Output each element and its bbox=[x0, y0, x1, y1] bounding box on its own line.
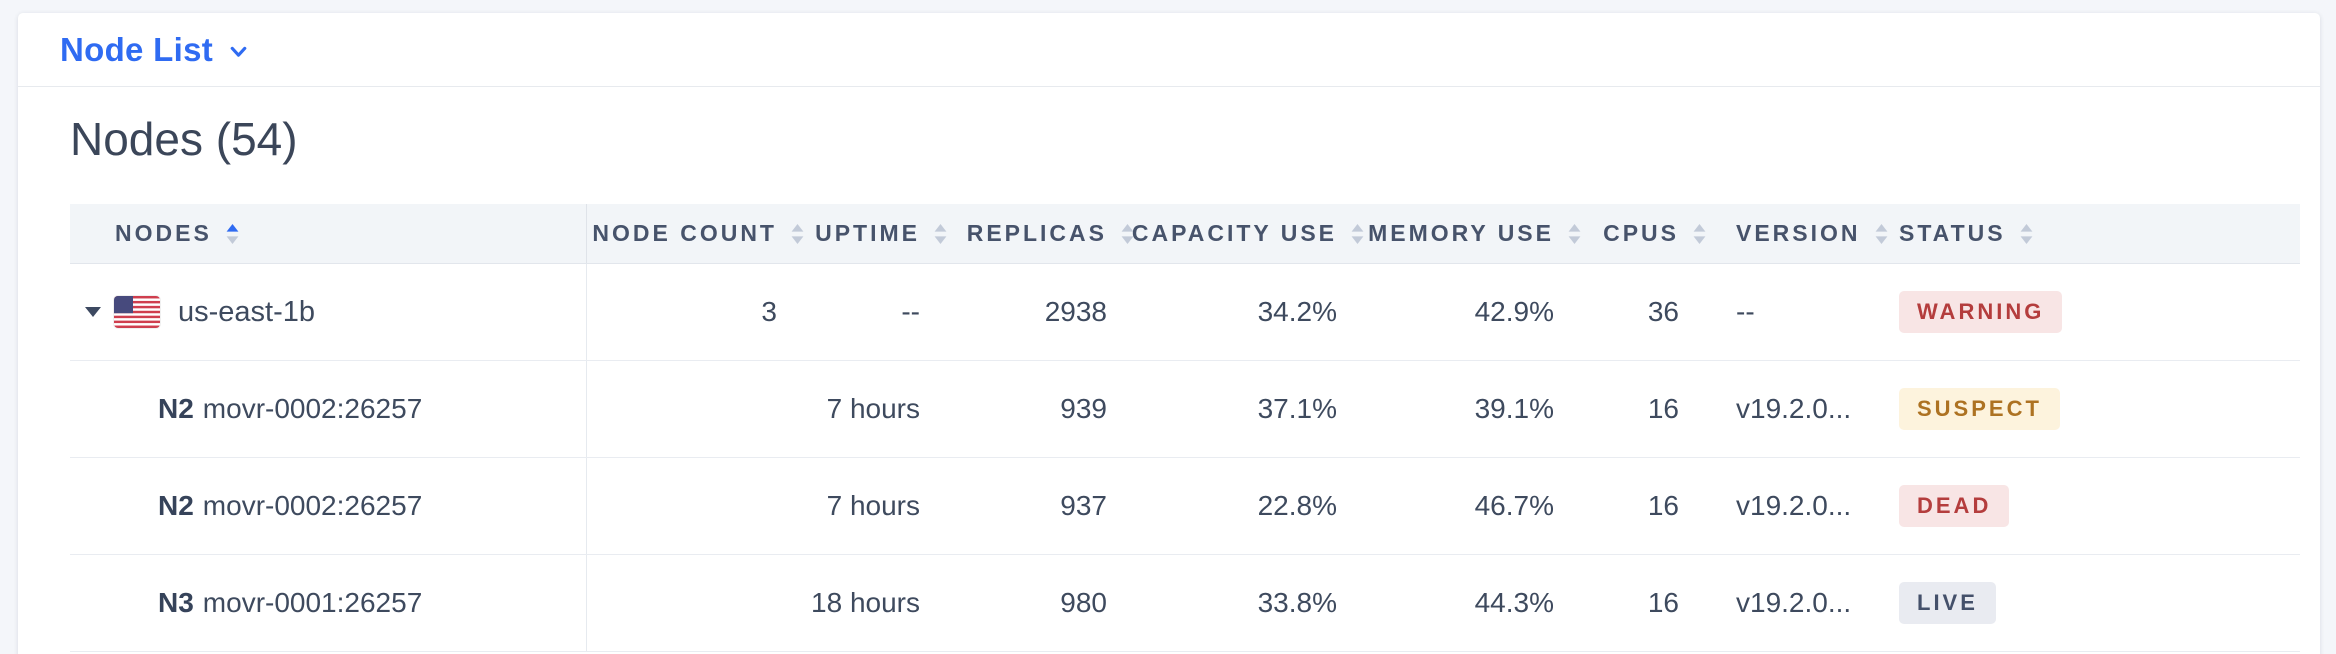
column-header-label: MEMORY USE bbox=[1368, 220, 1554, 246]
cell-version: v19.2.0... bbox=[1736, 393, 1852, 424]
column-header-replicas[interactable]: REPLICAS bbox=[958, 204, 1145, 263]
column-header-label: VERSION bbox=[1736, 220, 1861, 246]
node-id: N3 bbox=[158, 587, 194, 618]
table-row-node[interactable]: N2 movr-0002:26257 7 hours 937 22.8% 46.7% 1… bbox=[70, 458, 2300, 555]
view-selector-bar: Node List bbox=[18, 13, 2320, 87]
cell-region-name: us-east-1b bbox=[70, 264, 587, 360]
sort-icon bbox=[2020, 223, 2033, 244]
cell-uptime: 7 hours bbox=[826, 393, 920, 424]
sort-icon bbox=[791, 223, 804, 244]
us-flag-icon bbox=[114, 296, 160, 328]
cell-node-count bbox=[587, 361, 815, 457]
nodes-table: NODES NODE COUNT UPTIME REPLICAS bbox=[70, 204, 2300, 652]
nodes-section: Nodes (54) NODES NODE COUNT UPTIME bbox=[18, 113, 2320, 652]
cell-capacity-use: 22.8% bbox=[1257, 490, 1337, 521]
column-header-label: REPLICAS bbox=[966, 220, 1107, 246]
column-header-status[interactable]: STATUS bbox=[1880, 204, 2300, 263]
node-id: N2 bbox=[158, 490, 194, 521]
cell-status: DEAD bbox=[1880, 458, 2300, 554]
sort-icon bbox=[1568, 223, 1581, 244]
column-header-label: NODES bbox=[115, 220, 212, 246]
cell-memory-use: 44.3% bbox=[1474, 587, 1554, 618]
status-badge: LIVE bbox=[1899, 582, 1996, 624]
cell-node-count bbox=[587, 458, 815, 554]
node-address: movr-0001:26257 bbox=[202, 587, 423, 618]
cell-memory-use: 46.7% bbox=[1474, 490, 1554, 521]
cell-version: v19.2.0... bbox=[1736, 490, 1852, 521]
column-header-capacity-use[interactable]: CAPACITY USE bbox=[1132, 204, 1375, 263]
status-badge: SUSPECT bbox=[1899, 388, 2060, 430]
cell-cpus: 16 bbox=[1647, 490, 1679, 521]
column-header-version[interactable]: VERSION bbox=[1717, 204, 1887, 263]
table-row-node[interactable]: N2 movr-0002:26257 7 hours 939 37.1% 39.1% 1… bbox=[70, 361, 2300, 458]
node-name-link[interactable]: N2 movr-0002:26257 bbox=[158, 393, 422, 425]
cell-node-count: 3 bbox=[761, 296, 777, 327]
cell-replicas: 939 bbox=[1060, 393, 1107, 424]
column-header-label: NODE COUNT bbox=[592, 220, 777, 246]
cell-node-name: N2 movr-0002:26257 bbox=[70, 458, 587, 554]
column-header-uptime[interactable]: UPTIME bbox=[815, 204, 958, 263]
node-list-card: Node List Nodes (54) NODES NODE COUNT UP… bbox=[18, 13, 2320, 654]
cell-uptime: -- bbox=[901, 296, 920, 327]
table-row-node[interactable]: N3 movr-0001:26257 18 hours 980 33.8% 44.3%… bbox=[70, 555, 2300, 652]
sort-icon bbox=[1121, 223, 1134, 244]
sort-icon bbox=[1693, 223, 1706, 244]
cell-node-count bbox=[587, 555, 815, 651]
cell-replicas: 937 bbox=[1060, 490, 1107, 521]
table-body: us-east-1b 3 -- 2938 34.2% 42.9% 36 -- WARNIN… bbox=[70, 264, 2300, 652]
cell-capacity-use: 33.8% bbox=[1257, 587, 1337, 618]
table-row-region: us-east-1b 3 -- 2938 34.2% 42.9% 36 -- WARNIN… bbox=[70, 264, 2300, 361]
table-header-row: NODES NODE COUNT UPTIME REPLICAS bbox=[70, 204, 2300, 264]
column-header-label: CPUS bbox=[1603, 220, 1679, 246]
cell-capacity-use: 37.1% bbox=[1257, 393, 1337, 424]
page-title: Nodes (54) bbox=[70, 113, 298, 165]
cell-uptime: 7 hours bbox=[826, 490, 920, 521]
column-header-node-count[interactable]: NODE COUNT bbox=[587, 204, 815, 263]
cell-status: LIVE bbox=[1880, 555, 2300, 651]
cell-memory-use: 42.9% bbox=[1474, 296, 1554, 327]
cell-version: -- bbox=[1736, 296, 1755, 327]
node-address: movr-0002:26257 bbox=[202, 490, 423, 521]
cell-memory-use: 39.1% bbox=[1474, 393, 1554, 424]
sort-icon bbox=[1351, 223, 1364, 244]
column-header-label: UPTIME bbox=[815, 220, 920, 246]
view-selector-label: Node List bbox=[60, 30, 214, 68]
cell-status: WARNING bbox=[1880, 264, 2300, 360]
sort-icon bbox=[1875, 223, 1888, 244]
node-name-link[interactable]: N3 movr-0001:26257 bbox=[158, 587, 422, 619]
column-header-label: CAPACITY USE bbox=[1131, 220, 1337, 246]
cell-capacity-use: 34.2% bbox=[1257, 296, 1337, 327]
region-name: us-east-1b bbox=[178, 295, 316, 328]
cell-version: v19.2.0... bbox=[1736, 587, 1852, 618]
column-header-cpus[interactable]: CPUS bbox=[1592, 204, 1717, 263]
node-id: N2 bbox=[158, 393, 194, 424]
cell-cpus: 16 bbox=[1647, 587, 1679, 618]
cell-replicas: 980 bbox=[1060, 587, 1107, 618]
cell-cpus: 16 bbox=[1647, 393, 1679, 424]
view-selector-dropdown[interactable]: Node List bbox=[60, 31, 250, 69]
status-badge: WARNING bbox=[1899, 291, 2063, 333]
cell-cpus: 36 bbox=[1647, 296, 1679, 327]
cell-status: SUSPECT bbox=[1880, 361, 2300, 457]
region-collapse-toggle[interactable] bbox=[85, 307, 101, 317]
node-name-link[interactable]: N2 movr-0002:26257 bbox=[158, 490, 422, 522]
node-address: movr-0002:26257 bbox=[202, 393, 423, 424]
column-header-nodes[interactable]: NODES bbox=[70, 204, 587, 263]
sort-icon bbox=[226, 223, 239, 244]
cell-node-name: N2 movr-0002:26257 bbox=[70, 361, 587, 457]
status-badge: DEAD bbox=[1899, 485, 2010, 527]
column-header-label: STATUS bbox=[1899, 220, 2006, 246]
sort-icon bbox=[934, 223, 947, 244]
cell-node-name: N3 movr-0001:26257 bbox=[70, 555, 587, 651]
column-header-memory-use[interactable]: MEMORY USE bbox=[1368, 204, 1592, 263]
cell-replicas: 2938 bbox=[1044, 296, 1107, 327]
chevron-down-icon bbox=[227, 40, 250, 63]
cell-uptime: 18 hours bbox=[811, 587, 920, 618]
